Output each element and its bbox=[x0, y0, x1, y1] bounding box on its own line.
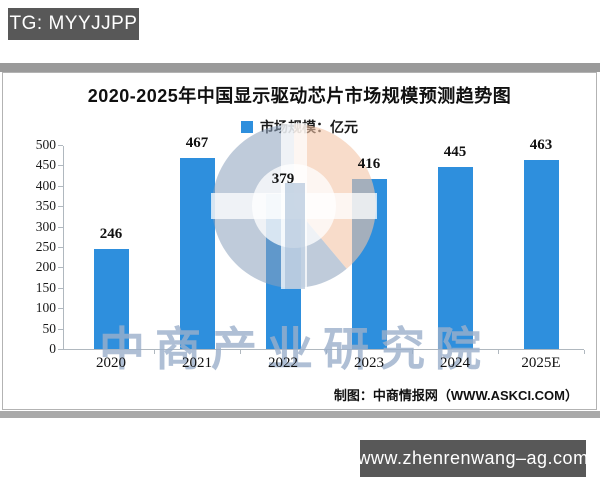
y-axis-label: 450 bbox=[35, 157, 56, 173]
x-axis-tick bbox=[326, 350, 327, 354]
y-axis-label: 500 bbox=[35, 137, 56, 152]
x-axis-tick bbox=[412, 350, 413, 354]
y-axis-label: 200 bbox=[35, 259, 56, 275]
x-axis-label: 2021 bbox=[182, 355, 212, 371]
bottom-gray-band bbox=[0, 411, 600, 418]
bar-value-label: 467 bbox=[185, 135, 209, 151]
bar bbox=[352, 179, 387, 349]
y-axis-tick bbox=[58, 165, 63, 167]
bar-value-label: 463 bbox=[529, 137, 553, 153]
chart-card: 2020-2025年中国显示驱动芯片市场规模预测趋势图 市场规模：亿元 0 50 1… bbox=[2, 72, 597, 410]
y-axis-label: 100 bbox=[35, 300, 56, 316]
x-axis-tick bbox=[154, 350, 155, 354]
y-axis-tick bbox=[58, 287, 63, 289]
bar-value-label: 445 bbox=[443, 144, 467, 160]
y-axis-tick bbox=[58, 308, 63, 310]
y-axis-tick bbox=[58, 328, 63, 330]
y-axis-label: 250 bbox=[35, 239, 56, 254]
x-axis bbox=[63, 349, 584, 350]
url-watermark-text: www.zhenrenwang–ag.com bbox=[357, 448, 589, 468]
x-axis-label: 2022 bbox=[268, 355, 298, 371]
bar bbox=[180, 158, 215, 349]
tg-watermark-badge: TG: MYYJJPP bbox=[8, 8, 139, 40]
y-axis-tick bbox=[58, 185, 63, 187]
y-axis bbox=[63, 146, 64, 350]
x-axis-label: 2023 bbox=[354, 355, 384, 371]
y-axis-label: 300 bbox=[35, 218, 56, 234]
x-axis-label: 2024 bbox=[440, 355, 470, 371]
chart-title: 2020-2025年中国显示驱动芯片市场规模预测趋势图 bbox=[87, 86, 512, 106]
bar bbox=[94, 249, 129, 349]
x-axis-tick bbox=[240, 350, 241, 354]
y-axis-label: 400 bbox=[35, 177, 56, 193]
legend-swatch bbox=[241, 121, 253, 133]
bar bbox=[438, 167, 473, 349]
y-axis-label: 150 bbox=[35, 279, 56, 295]
legend-label: 市场规模：亿元 bbox=[260, 119, 358, 135]
x-axis-tick bbox=[584, 350, 585, 354]
bar-value-label: 379 bbox=[271, 171, 295, 187]
y-axis-label: 350 bbox=[35, 198, 56, 214]
x-axis-label: 2020 bbox=[96, 355, 126, 371]
top-gray-band bbox=[0, 63, 600, 72]
chart-legend: 市场规模：亿元 bbox=[3, 117, 596, 137]
x-axis-label: 2025E bbox=[521, 355, 561, 371]
bar bbox=[524, 160, 559, 349]
y-axis-tick bbox=[58, 206, 63, 208]
source-credit: 制图：中商情报网（WWW.ASKCI.COM） bbox=[333, 388, 578, 403]
bar bbox=[266, 194, 301, 349]
x-axis-tick bbox=[498, 350, 499, 354]
y-axis-label: 50 bbox=[42, 320, 57, 336]
tg-watermark-text: TG: MYYJJPP bbox=[9, 13, 138, 34]
y-axis-tick bbox=[58, 247, 63, 248]
y-axis-label: 0 bbox=[49, 341, 56, 356]
y-axis-tick bbox=[58, 349, 63, 350]
url-watermark-badge: www.zhenrenwang–ag.com bbox=[357, 440, 589, 477]
y-axis-tick bbox=[58, 145, 63, 146]
bar-value-label: 416 bbox=[357, 156, 381, 172]
bar-value-label: 246 bbox=[99, 226, 123, 242]
y-axis-tick bbox=[58, 226, 63, 228]
y-axis-tick bbox=[58, 267, 63, 269]
